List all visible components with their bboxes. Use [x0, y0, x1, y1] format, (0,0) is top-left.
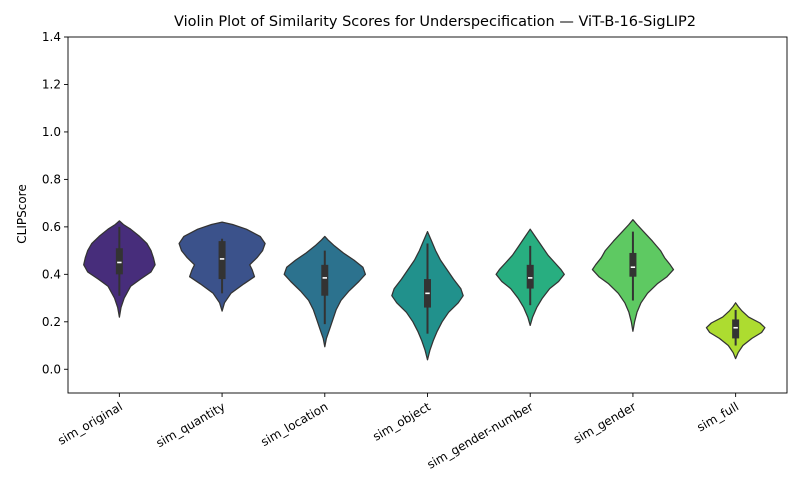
- x-tick-label: sim_full: [694, 399, 741, 434]
- iqr-box-sim_gender-number: [526, 264, 534, 289]
- y-tick-label: 1.2: [42, 77, 61, 91]
- x-tick-label: sim_gender: [571, 399, 639, 446]
- y-tick-label: 0.4: [42, 267, 61, 281]
- chart-title: Violin Plot of Similarity Scores for Und…: [174, 14, 696, 30]
- y-tick-label: 0.2: [42, 315, 61, 329]
- x-tick-label: sim_gender-number: [425, 399, 536, 471]
- iqr-box-sim_quantity: [218, 241, 226, 280]
- y-axis-label: CLIPScore: [15, 184, 29, 243]
- x-tick-label: sim_original: [55, 399, 124, 447]
- iqr-box-sim_location: [321, 264, 329, 296]
- plot-area: 0.0 0.2 0.4 0.6 0.8 1.0 1.2 1.4 sim_original sim_…: [42, 30, 788, 472]
- y-tick-label: 0.8: [42, 172, 61, 186]
- iqr-box-sim_original: [115, 248, 123, 275]
- iqr-box-sim_full: [732, 319, 740, 339]
- y-tick-label: 1.0: [42, 125, 61, 139]
- x-tick-label: sim_location: [258, 399, 330, 449]
- x-tick-label: sim_object: [370, 399, 433, 443]
- y-tick-label: 0.6: [42, 220, 61, 234]
- y-tick-label: 0.0: [42, 362, 61, 376]
- y-tick-label: 1.4: [42, 30, 61, 44]
- iqr-box-sim_gender: [629, 252, 637, 277]
- x-tick-label: sim_quantity: [154, 399, 228, 450]
